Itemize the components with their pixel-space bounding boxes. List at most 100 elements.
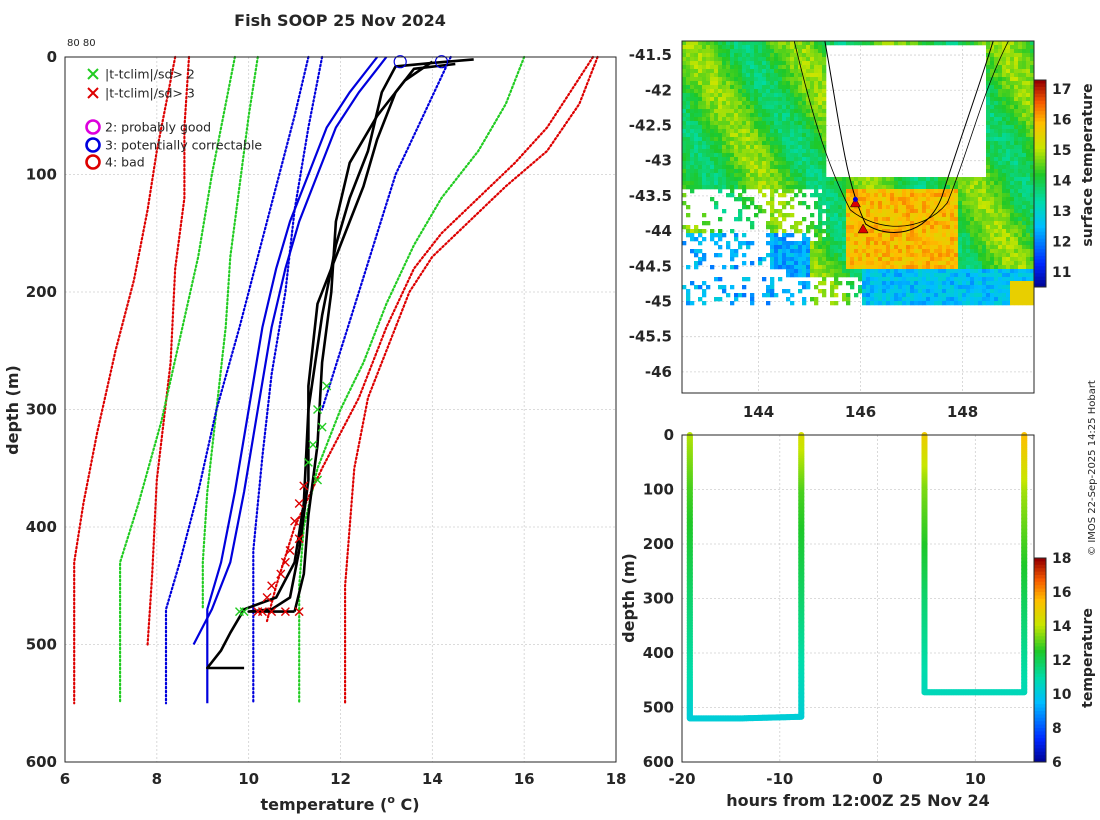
sst-cell: [1018, 41, 1023, 46]
sst-cell: [786, 49, 791, 54]
sst-cell: [974, 285, 979, 290]
sst-cell: [998, 129, 1003, 134]
sst-cell: [702, 301, 707, 306]
sst-cell: [806, 269, 811, 274]
sst-cell: [738, 209, 743, 214]
sst-cell: [826, 265, 831, 270]
sst-cell: [986, 301, 991, 306]
sst-cell: [710, 77, 715, 82]
sst-cell: [950, 301, 955, 306]
sst-cell: [726, 41, 731, 46]
sst-cell: [914, 229, 919, 234]
sst-cell: [814, 165, 819, 170]
sst-cell: [802, 185, 807, 190]
sst-cell: [706, 93, 711, 98]
sst-cell: [934, 193, 939, 198]
sst-cell: [954, 41, 959, 46]
sst-cell: [698, 121, 703, 126]
sst-cell: [722, 53, 727, 58]
sst-cell: [930, 253, 935, 258]
map-colorbar-segment: [1034, 173, 1046, 178]
sst-cell: [1014, 61, 1019, 66]
sst-cell: [1002, 289, 1007, 294]
sst-cell: [706, 53, 711, 58]
sst-cell: [786, 101, 791, 106]
sst-cell: [790, 85, 795, 90]
sst-cell: [894, 205, 899, 210]
sst-cell: [774, 221, 779, 226]
sst-cell: [930, 225, 935, 230]
sst-cell: [810, 141, 815, 146]
sst-cell: [818, 265, 823, 270]
sst-cell: [990, 229, 995, 234]
sst-cell: [982, 181, 987, 186]
sst-cell: [798, 157, 803, 162]
sst-cell: [786, 173, 791, 178]
sst-cell: [950, 185, 955, 190]
sst-cell: [710, 165, 715, 170]
sst-cell: [914, 269, 919, 274]
sst-cell: [834, 253, 839, 258]
sst-cell: [822, 185, 827, 190]
sst-cell: [758, 209, 763, 214]
sst-cell: [862, 193, 867, 198]
sst-cell: [770, 97, 775, 102]
sst-cell: [814, 257, 819, 262]
sst-cell: [686, 165, 691, 170]
sst-cell: [802, 81, 807, 86]
sst-cell: [778, 141, 783, 146]
sst-cell: [998, 217, 1003, 222]
map-ytick: -42.5: [629, 116, 672, 134]
sst-cell: [766, 141, 771, 146]
sst-cell: [722, 49, 727, 54]
sst-cell: [918, 189, 923, 194]
sst-cell: [938, 281, 943, 286]
sst-cell: [814, 157, 819, 162]
temperature-colorbar-segment: [1034, 748, 1046, 753]
sst-cell: [818, 225, 823, 230]
sst-cell: [818, 81, 823, 86]
sst-cell: [1026, 117, 1031, 122]
temperature-colorbar-segment: [1034, 728, 1046, 732]
sst-cell: [778, 61, 783, 66]
sst-cell: [778, 185, 783, 190]
sst-cell: [978, 233, 983, 238]
sst-cell: [842, 241, 847, 246]
sst-cell: [782, 201, 787, 206]
sst-cell: [1002, 157, 1007, 162]
sst-cell: [1014, 257, 1019, 262]
sst-cell: [1022, 145, 1027, 150]
sst-cell: [786, 257, 791, 262]
sst-cell: [742, 277, 747, 282]
sst-cell: [958, 281, 963, 286]
sst-cell: [1010, 149, 1015, 154]
sst-cell: [706, 121, 711, 126]
sst-cell: [1002, 261, 1007, 266]
sst-cell: [754, 89, 759, 94]
temperature-colorbar-tick: 6: [1052, 755, 1062, 771]
sst-cell: [1030, 137, 1035, 142]
sst-cell: [770, 285, 775, 290]
sst-cell: [902, 221, 907, 226]
sst-cell: [802, 61, 807, 66]
sst-cell: [1026, 277, 1031, 282]
sst-cell: [922, 257, 927, 262]
sst-cell: [910, 233, 915, 238]
sst-cell: [1010, 153, 1015, 158]
sst-cell: [782, 133, 787, 138]
sst-cell: [786, 85, 791, 90]
sst-cell: [814, 253, 819, 258]
sst-cell: [986, 229, 991, 234]
sst-cell: [710, 109, 715, 114]
sst-cell: [1018, 289, 1023, 294]
sst-cell: [802, 85, 807, 90]
sst-cell: [774, 237, 779, 242]
sst-cell: [694, 105, 699, 110]
sst-cell: [790, 197, 795, 202]
sst-cell: [1030, 133, 1035, 138]
sst-cell: [810, 153, 815, 158]
sst-cell: [806, 149, 811, 154]
sst-cell: [970, 217, 975, 222]
sst-cell: [1030, 249, 1035, 254]
sst-cell: [978, 253, 983, 258]
